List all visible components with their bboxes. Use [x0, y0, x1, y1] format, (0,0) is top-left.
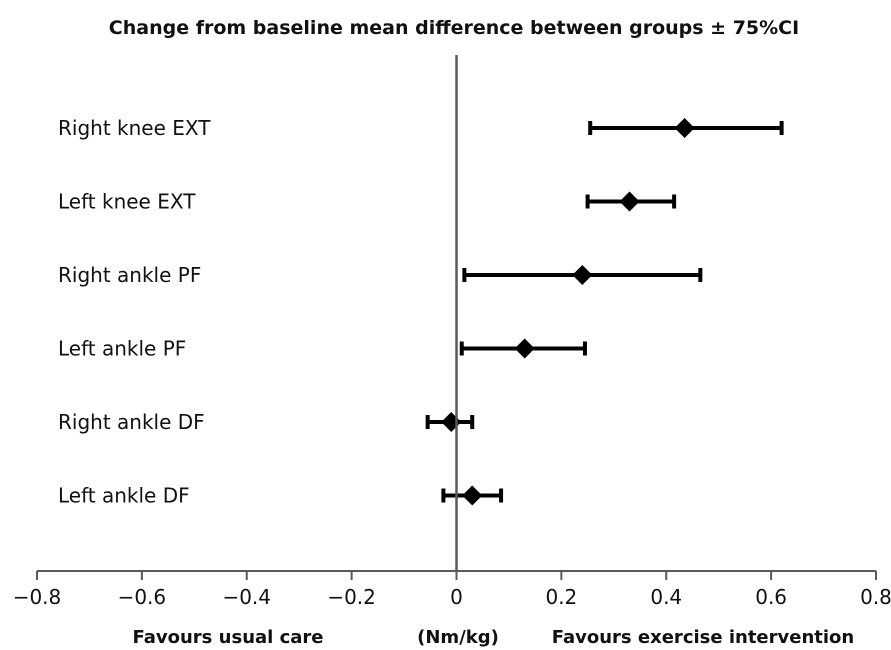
point-estimate-diamond [674, 118, 695, 138]
forest-marks [425, 118, 784, 506]
row-label: Left ankle DF [58, 484, 190, 508]
x-tick-label: 0 [450, 585, 463, 609]
point-estimate-diamond [572, 265, 593, 285]
x-axis: −0.8 −0.6 −0.4 −0.2 0 0.2 0.4 0.6 0.8 [13, 55, 891, 609]
row-label: Right ankle PF [58, 263, 201, 287]
row-label: Left knee EXT [58, 190, 196, 214]
forest-row [425, 412, 475, 432]
row-label: Left ankle PF [58, 337, 186, 361]
row-label: Right knee EXT [58, 116, 211, 140]
x-tick-label: 0.8 [860, 585, 891, 609]
footer-right-label: Favours exercise intervention [552, 627, 854, 648]
row-labels: Right knee EXT Left knee EXT Right ankle P… [58, 116, 211, 508]
x-tick-label: 0.2 [545, 585, 577, 609]
x-tick-label: 0.4 [650, 585, 682, 609]
x-tick-label: −0.6 [118, 585, 167, 609]
point-estimate-diamond [441, 412, 462, 432]
footer-labels: Favours usual care (Nm/kg) Favours exerc… [133, 627, 855, 648]
x-tick-label: 0.6 [755, 585, 787, 609]
forest-row [441, 485, 504, 506]
x-tick-label: −0.4 [222, 585, 271, 609]
point-estimate-diamond [462, 485, 483, 506]
x-tick-label: −0.8 [13, 585, 62, 609]
forest-row [462, 265, 703, 285]
point-estimate-diamond [514, 338, 535, 359]
x-tick-label: −0.2 [327, 585, 376, 609]
chart-title: Change from baseline mean difference bet… [109, 17, 799, 39]
forest-row [588, 118, 784, 138]
forest-row [459, 338, 587, 359]
footer-unit-label: (Nm/kg) [417, 627, 499, 648]
forest-row [585, 191, 677, 212]
row-label: Right ankle DF [58, 410, 205, 434]
footer-left-label: Favours usual care [133, 627, 324, 648]
point-estimate-diamond [619, 191, 640, 212]
